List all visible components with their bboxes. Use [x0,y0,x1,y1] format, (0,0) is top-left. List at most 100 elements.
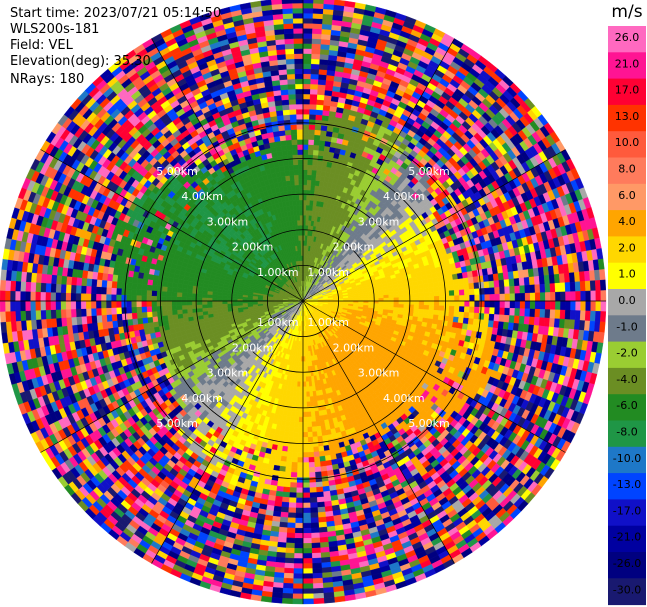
ppi-gate-cell [302,184,308,191]
ppi-gate-cell [302,204,307,211]
ppi-gate-cell [559,282,566,293]
ppi-gate-cell [403,300,410,305]
ppi-gate-cell [564,282,571,293]
ppi-gate-cell [311,38,322,45]
ppi-gate-cell [523,316,530,325]
ppi-gate-cell [302,93,311,100]
ppi-gate-cell [302,2,314,9]
ppi-gate-cell [548,318,556,328]
ppi-gate-cell [503,279,510,288]
ppi-gate-cell [310,184,316,191]
ppi-gate-cell [310,78,319,85]
ppi-gate-cell [302,169,308,176]
ppi-gate-cell [302,83,311,90]
ppi-gate-cell [494,307,501,315]
ppi-gate-cell [580,300,587,312]
ppi-gate-cell [574,310,581,321]
ppi-gate-cell [529,308,536,318]
ppi-gate-cell [439,295,445,302]
ppi-gate-cell [413,308,420,314]
ppi-gate-cell [555,291,561,302]
ppi-gate-cell [540,300,546,310]
ppi-gate-cell [584,310,591,322]
ppi-gate-cell [498,279,505,288]
ppi-gate-cell [595,300,602,312]
ppi-gate-cell [383,294,390,299]
ppi-gate-cell [398,290,404,295]
ppi-gate-cell [302,48,313,54]
ppi-gate-cell [478,313,485,321]
ppi-gate-cell [544,309,551,319]
ppi-gate-cell [484,294,491,302]
ppi-gate-cell [398,304,405,309]
ppi-gate-cell [311,174,317,181]
ppi-gate-cell [454,300,460,307]
ppi-gate-cell [513,278,520,287]
ppi-gate-cell [462,317,469,325]
ppi-gate-cell [474,306,480,314]
ppi-gate-cell [312,18,323,25]
ppi-gate-cell [433,286,440,293]
ppi-gate-cell [423,296,430,302]
ppi-gate-cell [309,114,317,120]
ppi-gate-cell [313,139,321,146]
ppi-gate-cell [302,214,307,221]
ppi-gate-cell [579,281,586,292]
ppi-gate-cell [306,199,311,206]
ppi-gate-cell [488,313,495,322]
ppi-gate-cell [483,313,490,321]
ppi-gate-cell [403,304,410,309]
ppi-gate-cell [448,311,455,318]
ppi-gate-cell [319,140,326,147]
ppi-gate-cell [388,291,394,296]
ppi-gate-cell [428,296,435,302]
ppi-gate-cell [560,300,566,311]
ppi-gate-cell [489,287,495,295]
ppi-gate-cell [388,297,395,302]
ppi-gate-cell [509,293,516,302]
ppi-gate-cell [302,23,313,29]
ppi-gate-cell [432,277,439,283]
ppi-gate-cell [433,309,440,316]
ppi-gate-cell [600,290,607,302]
ppi-gate-cell [418,308,425,314]
ppi-gate-cell [432,281,439,288]
ppi-gate-cell [457,278,464,285]
ppi-gate-cell [310,73,320,80]
ppi-gate-cell [600,300,607,312]
ppi-gate-cell [600,311,607,323]
ppi-gate-cell [529,284,536,294]
ppi-gate-cell [519,293,526,302]
ppi-gate-cell [565,300,571,311]
ppi-gate-cell [368,295,374,299]
ppi-gate-cell [317,84,326,91]
ppi-gate-cell [313,3,324,10]
ppi-gate-cell [524,292,531,302]
ppi-gate-cell [463,312,470,319]
ppi-gate-cell [302,28,313,34]
ppi-gate-cell [316,165,323,172]
ppi-gate-cell [508,278,515,287]
ppi-gate-cell [448,305,455,312]
ppi-gate-cell [498,314,505,323]
ppi-gate-cell [555,300,561,311]
ppi-gate-cell [448,290,455,297]
ppi-gate-cell [314,129,322,136]
ppi-gate-cell [316,104,324,111]
ppi-gate-cell [368,300,374,304]
ppi-gate-cell [474,300,480,308]
ppi-gate-cell [302,113,310,120]
ppi-gate-cell [393,300,400,305]
ppi-gate-cell [427,282,434,289]
ppi-gate-cell [433,305,440,311]
ppi-gate-cell [600,279,607,291]
ppi-gate-cell [570,291,576,302]
ppi-gate-cell [493,280,500,288]
ppi-gate-cell [310,63,320,70]
ppi-gate-cell [302,58,312,64]
ppi-gate-cell [570,300,576,311]
ppi-gate-cell [469,300,475,308]
ppi-gate-cell [469,306,475,314]
ppi-gate-cell [316,94,325,101]
